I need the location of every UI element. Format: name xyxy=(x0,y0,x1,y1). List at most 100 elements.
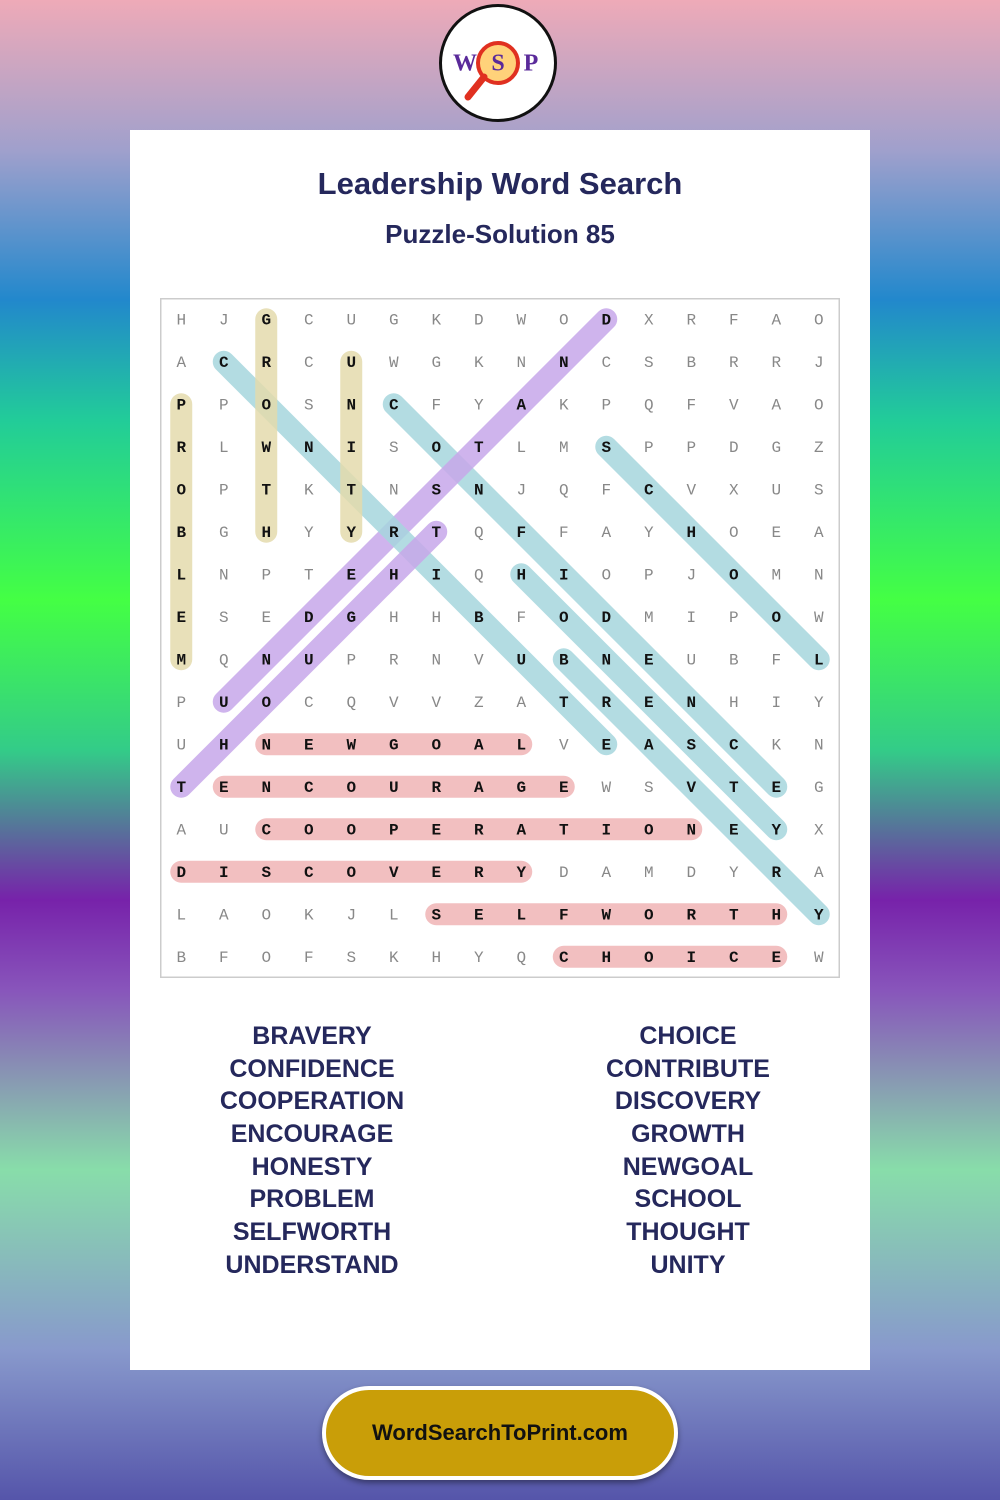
grid-letter: V xyxy=(686,481,696,499)
grid-letter: G xyxy=(814,779,824,797)
grid-letter: V xyxy=(474,651,484,669)
word: CHOICE xyxy=(639,1022,737,1050)
grid-letter: Z xyxy=(814,439,824,457)
grid-letter: I xyxy=(431,566,441,584)
grid-letter: A xyxy=(814,864,824,882)
grid-letter: D xyxy=(474,311,484,329)
highlight xyxy=(212,308,618,713)
grid-letter: N xyxy=(474,481,484,499)
grid-letter: V xyxy=(559,736,569,754)
site-button[interactable]: WordSearchToPrint.com xyxy=(322,1386,678,1480)
grid-letter: N xyxy=(261,736,271,754)
grid-letter: R xyxy=(474,864,484,882)
grid-letter: S xyxy=(644,354,654,372)
grid-letter: P xyxy=(261,566,271,584)
grid-letter: D xyxy=(601,311,611,329)
grid-letter: T xyxy=(261,481,271,499)
grid-letter: O xyxy=(431,439,441,457)
grid-letter: H xyxy=(686,524,696,542)
grid-letter: W xyxy=(601,906,611,924)
grid-letter: Y xyxy=(814,906,824,924)
word: HONESTY xyxy=(251,1152,373,1181)
grid-letter: Q xyxy=(644,396,654,414)
grid-letter: H xyxy=(389,609,399,627)
grid-letter: G xyxy=(346,609,356,627)
grid-letter: W xyxy=(389,354,399,372)
grid-letter: T xyxy=(474,439,484,457)
grid-letter: C xyxy=(304,694,314,712)
grid-letter: H xyxy=(431,949,441,967)
grid-letter: A xyxy=(219,906,229,924)
grid-letter: C xyxy=(559,949,569,967)
grid-letter: O xyxy=(176,481,186,499)
grid-letter: E xyxy=(559,779,569,797)
grid-letter: P xyxy=(346,651,356,669)
grid-letter: E xyxy=(431,821,441,839)
grid-letter: U xyxy=(304,651,314,669)
grid-letter: T xyxy=(346,481,356,499)
grid-letter: I xyxy=(686,949,696,967)
grid-letter: J xyxy=(814,354,824,372)
grid-letter: O xyxy=(346,821,356,839)
grid-letter: F xyxy=(686,396,696,414)
magnifier xyxy=(476,41,520,85)
grid-letter: S xyxy=(346,949,356,967)
grid-letter: C xyxy=(729,736,739,754)
grid-letter: E xyxy=(644,694,654,712)
grid-letter: J xyxy=(686,566,696,584)
grid-letter: K xyxy=(304,906,314,924)
grid-letter: P xyxy=(176,694,186,712)
grid-letter: C xyxy=(304,354,314,372)
grid-letter: O xyxy=(261,949,271,967)
word: PROBLEM xyxy=(249,1185,375,1214)
grid-letter: R xyxy=(729,354,739,372)
grid-letter: U xyxy=(516,651,526,669)
grid-letter: W xyxy=(516,311,526,329)
word-list: BRAVERY CONFIDENCE COOPERATION ENCOURAGE HON… xyxy=(162,1020,462,1282)
word: BRAVERY xyxy=(252,1022,372,1050)
grid-letter: I xyxy=(219,864,229,882)
grid-letter: L xyxy=(516,906,526,924)
grid-letter: R xyxy=(474,821,484,839)
grid-letter: O xyxy=(814,311,824,329)
grid-letter: M xyxy=(176,651,186,669)
grid-letter: A xyxy=(771,396,781,414)
grid-letter: T xyxy=(176,779,186,797)
grid-letter: I xyxy=(559,566,569,584)
grid-letter: N xyxy=(431,651,441,669)
grid-letter: Q xyxy=(559,481,569,499)
grid-letter: P xyxy=(219,396,229,414)
grid-letter: U xyxy=(219,694,229,712)
grid-letter: J xyxy=(219,311,229,329)
grid-letter: L xyxy=(176,906,186,924)
grid-letter: S xyxy=(814,481,824,499)
grid-letter: A xyxy=(601,864,611,882)
grid-letter: F xyxy=(431,396,441,414)
grid-letter: D xyxy=(729,439,739,457)
grid-letter: C xyxy=(219,354,229,372)
grid-letter: C xyxy=(304,779,314,797)
grid-letter: H xyxy=(516,566,526,584)
grid-letter: E xyxy=(644,651,654,669)
grid-letter: G xyxy=(516,779,526,797)
grid-letter: W xyxy=(814,949,824,967)
word: UNITY xyxy=(650,1250,726,1279)
grid-letter: F xyxy=(516,524,526,542)
grid-letter: W xyxy=(601,779,611,797)
grid-letter: V xyxy=(389,694,399,712)
grid-letter: H xyxy=(261,524,271,542)
grid-letter: Y xyxy=(516,864,526,882)
grid-letter: P xyxy=(219,481,229,499)
grid-letter: F xyxy=(729,311,739,329)
highlight xyxy=(552,648,830,926)
grid-letter: Q xyxy=(474,566,484,584)
puzzle-panel: Leadership Word Search Puzzle-Solution 8… xyxy=(130,130,870,1370)
grid-letter: A xyxy=(176,821,186,839)
grid-letter: P xyxy=(601,396,611,414)
grid-letter: W xyxy=(261,439,271,457)
grid-letter: O xyxy=(559,609,569,627)
highlight xyxy=(510,563,788,841)
grid-letter: T xyxy=(729,906,739,924)
grid-letter: M xyxy=(644,864,654,882)
grid-letter: X xyxy=(729,481,739,499)
